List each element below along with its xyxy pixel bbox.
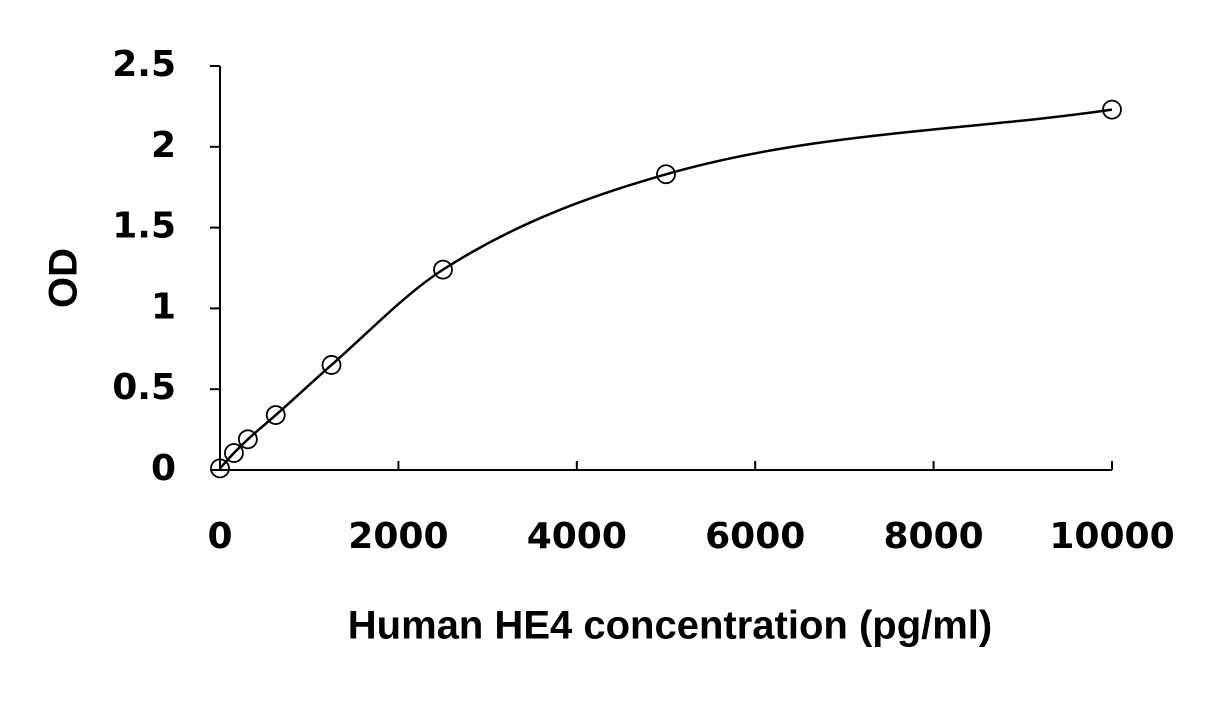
- data-point: [224, 443, 244, 463]
- data-point: [321, 355, 342, 375]
- y-tick-label: 2.5: [112, 44, 176, 85]
- data-point: [210, 458, 230, 479]
- x-tick-label: 8000: [883, 516, 983, 557]
- data-point: [237, 429, 258, 450]
- x-tick-label: 2000: [348, 516, 448, 557]
- data-point: [265, 405, 286, 425]
- data-point: [1102, 99, 1122, 120]
- x-tick-label: 0: [207, 516, 232, 557]
- y-tick-label: 1: [151, 286, 176, 327]
- y-tick-label: 1.5: [112, 206, 176, 247]
- x-tick-label: 10000: [1049, 516, 1174, 557]
- y-tick-label: 0: [151, 448, 176, 489]
- y-axis-title: OD: [42, 248, 86, 308]
- y-tick-label: 0.5: [112, 367, 176, 408]
- x-tick-label: 4000: [527, 516, 627, 557]
- y-tick-label: 2: [151, 125, 176, 166]
- fit-curve: [219, 108, 1113, 470]
- data-point: [433, 259, 453, 280]
- x-axis-title: Human HE4 concentration (pg/ml): [348, 604, 993, 648]
- data-point: [656, 164, 676, 185]
- x-tick-label: 6000: [705, 516, 805, 557]
